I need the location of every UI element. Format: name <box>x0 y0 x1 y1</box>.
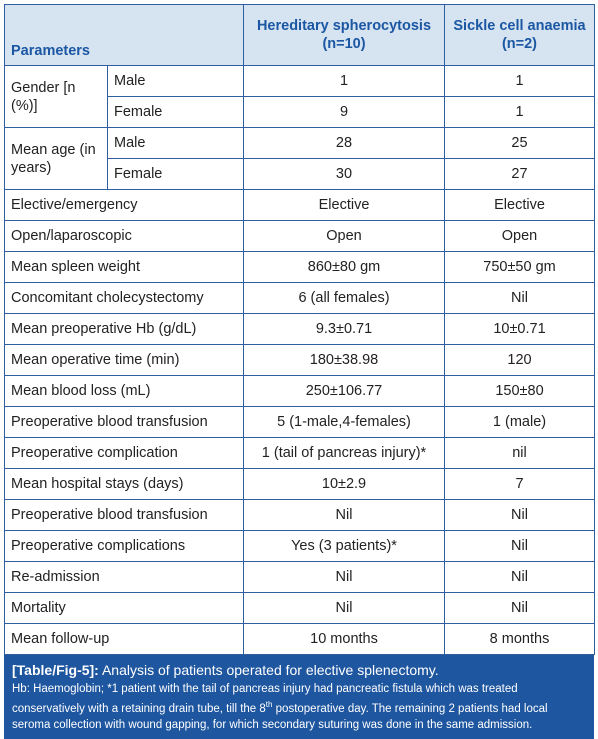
row-hs-value: 10±2.9 <box>243 468 445 500</box>
row-hs-value: Yes (3 patients)* <box>243 530 445 562</box>
table-caption: [Table/Fig-5]: Analysis of patients oper… <box>4 655 594 739</box>
table-row: Preoperative complications Yes (3 patient… <box>4 530 595 562</box>
table-row: Gender [n (%)] Male 1 1 <box>4 65 595 128</box>
row-sca-value: 8 months <box>444 623 595 655</box>
row-hs-value: Nil <box>243 561 445 593</box>
row-hs-value: Nil <box>243 592 445 624</box>
row-parameter: Concomitant cholecystectomy <box>4 282 244 314</box>
row-parameter: Re-admission <box>4 561 244 593</box>
table-row: Mortality Nil Nil <box>4 592 595 624</box>
table-row: Mean age (in years) Male 28 25 <box>4 127 595 190</box>
mean-age-label: Mean age (in years) <box>4 127 108 190</box>
row-parameter: Preoperative blood transfusion <box>4 406 244 438</box>
table-row: Mean follow-up 10 months 8 months <box>4 623 595 655</box>
gender-female-label: Female <box>107 96 244 128</box>
header-row: Parameters Hereditary spherocytosis (n=1… <box>4 4 595 66</box>
caption-label: [Table/Fig-5]: <box>12 662 99 678</box>
table-row: Preoperative blood transfusion Nil Nil <box>4 499 595 531</box>
table-row: Mean blood loss (mL) 250±106.77 150±80 <box>4 375 595 407</box>
row-parameter: Mean spleen weight <box>4 251 244 283</box>
mean-age-male-hs: 28 <box>243 127 445 159</box>
row-sca-value: Nil <box>444 561 595 593</box>
row-hs-value: 1 (tail of pancreas injury)* <box>243 437 445 469</box>
row-sca-value: 7 <box>444 468 595 500</box>
row-sca-value: Nil <box>444 499 595 531</box>
row-hs-value: 10 months <box>243 623 445 655</box>
table-row: Mean preoperative Hb (g/dL) 9.3±0.71 10±0.… <box>4 313 595 345</box>
row-parameter: Mean follow-up <box>4 623 244 655</box>
table-row: Mean operative time (min) 180±38.98 120 <box>4 344 595 376</box>
row-parameter: Preoperative blood transfusion <box>4 499 244 531</box>
row-sca-value: 10±0.71 <box>444 313 595 345</box>
caption-note-superscript: th <box>265 700 273 709</box>
gender-male-label: Male <box>107 65 244 97</box>
row-sca-value: Elective <box>444 189 595 221</box>
row-hs-value: 860±80 gm <box>243 251 445 283</box>
caption-note-part1: Hb: Haemoglobin; *1 patient with the tai… <box>12 683 518 715</box>
row-hs-value: 9.3±0.71 <box>243 313 445 345</box>
header-sickle-cell-anaemia: Sickle cell anaemia (n=2) <box>444 4 595 66</box>
row-parameter: Mean operative time (min) <box>4 344 244 376</box>
table-row: Concomitant cholecystectomy 6 (all female… <box>4 282 595 314</box>
gender-female-sca: 1 <box>444 96 595 128</box>
table-row: Open/laparoscopic Open Open <box>4 220 595 252</box>
row-parameter: Mortality <box>4 592 244 624</box>
row-hs-value: Elective <box>243 189 445 221</box>
row-sca-value: 150±80 <box>444 375 595 407</box>
row-hs-value: 6 (all females) <box>243 282 445 314</box>
gender-label: Gender [n (%)] <box>4 65 108 128</box>
row-sca-value: 750±50 gm <box>444 251 595 283</box>
mean-age-female-label: Female <box>107 158 244 190</box>
caption-title-line: [Table/Fig-5]: Analysis of patients oper… <box>12 661 586 679</box>
row-hs-value: Open <box>243 220 445 252</box>
row-sca-value: 120 <box>444 344 595 376</box>
row-hs-value: 5 (1-male,4-females) <box>243 406 445 438</box>
header-parameters: Parameters <box>4 4 244 66</box>
row-sca-value: Nil <box>444 282 595 314</box>
gender-female-hs: 9 <box>243 96 445 128</box>
gender-male-hs: 1 <box>243 65 445 97</box>
data-table: Parameters Hereditary spherocytosis (n=1… <box>4 4 595 655</box>
row-parameter: Mean blood loss (mL) <box>4 375 244 407</box>
table-row: Mean spleen weight 860±80 gm 750±50 gm <box>4 251 595 283</box>
row-sca-value: Open <box>444 220 595 252</box>
table-row: Female 30 27 <box>5 158 595 190</box>
row-parameter: Mean preoperative Hb (g/dL) <box>4 313 244 345</box>
table-row: Mean hospital stays (days) 10±2.9 7 <box>4 468 595 500</box>
mean-age-male-label: Male <box>107 127 244 159</box>
caption-note: Hb: Haemoglobin; *1 patient with the tai… <box>12 681 586 733</box>
caption-title: Analysis of patients operated for electi… <box>98 662 439 678</box>
table-row: Re-admission Nil Nil <box>4 561 595 593</box>
mean-age-female-sca: 27 <box>444 158 595 190</box>
row-parameter: Preoperative complication <box>4 437 244 469</box>
row-hs-value: 250±106.77 <box>243 375 445 407</box>
row-parameter: Open/laparoscopic <box>4 220 244 252</box>
gender-male-sca: 1 <box>444 65 595 97</box>
row-hs-value: Nil <box>243 499 445 531</box>
table-row: Preoperative complication 1 (tail of panc… <box>4 437 595 469</box>
row-sca-value: nil <box>444 437 595 469</box>
mean-age-male-sca: 25 <box>444 127 595 159</box>
row-hs-value: 180±38.98 <box>243 344 445 376</box>
table-row: Elective/emergency Elective Elective <box>4 189 595 221</box>
row-parameter: Mean hospital stays (days) <box>4 468 244 500</box>
row-sca-value: 1 (male) <box>444 406 595 438</box>
header-hereditary-spherocytosis: Hereditary spherocytosis (n=10) <box>243 4 445 66</box>
row-sca-value: Nil <box>444 530 595 562</box>
caption-note-part2: postoperative day. The remaining 2 patie… <box>12 702 548 731</box>
table-row: Female 9 1 <box>5 96 595 128</box>
row-sca-value: Nil <box>444 592 595 624</box>
table-figure: Parameters Hereditary spherocytosis (n=1… <box>4 4 595 739</box>
row-parameter: Elective/emergency <box>4 189 244 221</box>
mean-age-female-hs: 30 <box>243 158 445 190</box>
row-parameter: Preoperative complications <box>4 530 244 562</box>
table-row: Preoperative blood transfusion 5 (1-male,… <box>4 406 595 438</box>
